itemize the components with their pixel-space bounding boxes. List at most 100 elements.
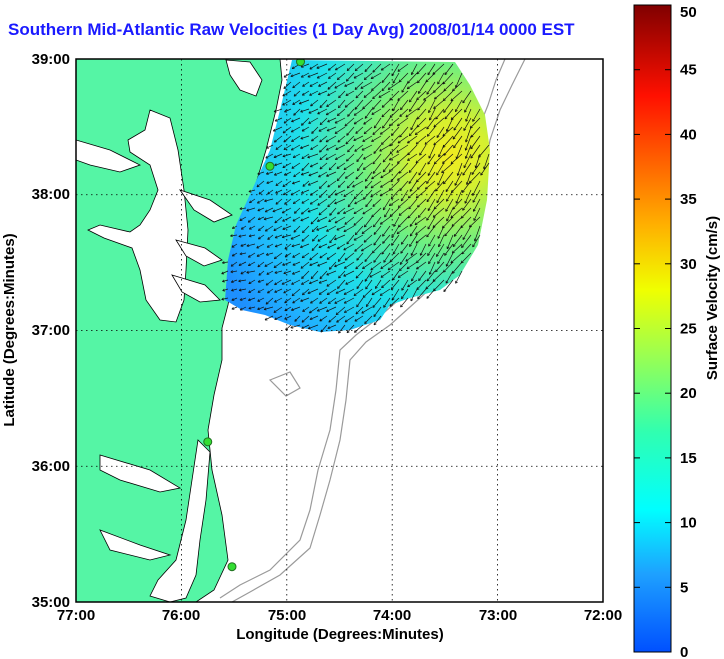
velocity-arrow-head [379, 148, 383, 152]
velocity-arrow [307, 207, 319, 213]
velocity-arrow-head [302, 230, 305, 234]
velocity-arrow [462, 225, 472, 240]
velocity-arrow-head [311, 238, 315, 242]
velocity-arrow [437, 72, 445, 85]
velocity-arrow-head [355, 275, 359, 279]
velocity-arrow [427, 63, 436, 76]
velocity-arrow-head [283, 120, 287, 124]
velocity-arrow-head [318, 194, 322, 198]
velocity-arrow-head [389, 151, 393, 155]
velocity-arrow [334, 216, 346, 224]
y-tick: 39:00 [32, 51, 70, 68]
velocity-arrow [266, 171, 274, 175]
velocity-arrow [301, 189, 310, 194]
velocity-arrow [241, 225, 247, 230]
velocity-arrow [371, 135, 382, 142]
velocity-arrow [444, 63, 454, 75]
colorbar-tick-label: 45 [680, 62, 697, 79]
colorbar-tick-label: 25 [680, 321, 697, 338]
velocity-arrow [416, 279, 427, 290]
velocity-arrow [301, 153, 310, 159]
velocity-arrow-head [335, 291, 339, 294]
velocity-arrow-head [249, 200, 252, 204]
velocity-arrow-head [231, 306, 235, 310]
velocity-arrow [408, 162, 418, 173]
velocity-arrow-head [248, 298, 251, 302]
velocity-arrow [379, 144, 391, 152]
velocity-arrow-head [364, 185, 368, 189]
velocity-arrow-head [462, 207, 465, 211]
velocity-arrow-head [264, 264, 268, 267]
velocity-arrow [409, 225, 418, 237]
velocity-arrow-head [283, 139, 287, 143]
velocity-arrow-head [398, 170, 402, 174]
velocity-arrow [311, 126, 319, 134]
velocity-arrow [357, 162, 364, 172]
velocity-arrow-head [437, 81, 440, 85]
velocity-arrow-head [364, 278, 368, 282]
velocity-arrow [355, 90, 364, 99]
velocity-arrow [372, 153, 382, 165]
velocity-arrow [424, 135, 436, 145]
velocity-arrow [362, 99, 373, 110]
x-tick: 77:00 [57, 607, 95, 624]
velocity-arrow-head [363, 131, 367, 135]
velocity-arrow [473, 207, 481, 221]
velocity-arrow [327, 243, 337, 249]
velocity-arrow-head [327, 119, 330, 123]
velocity-arrow-head [274, 220, 278, 224]
velocity-arrow-head [416, 266, 419, 270]
velocity-arrow [316, 63, 328, 69]
velocity-arrow-head [301, 191, 304, 194]
velocity-arrow [452, 198, 463, 210]
velocity-arrow-head [426, 199, 430, 203]
velocity-arrow-head [416, 116, 420, 120]
velocity-arrow [371, 108, 382, 115]
velocity-arrow [301, 324, 310, 329]
velocity-arrow [407, 135, 418, 144]
velocity-arrow [337, 243, 346, 250]
velocity-arrow [284, 315, 292, 320]
velocity-arrow [354, 198, 364, 205]
velocity-arrow [445, 180, 454, 192]
velocity-arrow-head [326, 174, 329, 177]
velocity-arrow-head [415, 195, 419, 199]
velocity-arrow-head [365, 204, 369, 208]
radar-station-marker [203, 437, 213, 447]
velocity-arrow [329, 261, 337, 270]
velocity-arrow-head [409, 223, 413, 227]
velocity-arrow-head [265, 252, 269, 256]
velocity-arrow-head [399, 134, 403, 138]
velocity-arrow [336, 315, 346, 323]
velocity-arrow-head [238, 279, 241, 283]
velocity-arrow-head [317, 219, 320, 222]
velocity-arrow-head [326, 104, 330, 108]
velocity-arrow-head [470, 146, 474, 150]
velocity-arrow-head [281, 210, 285, 214]
velocity-arrow [319, 252, 328, 259]
velocity-arrow [408, 171, 418, 184]
velocity-arrow-head [408, 109, 412, 112]
velocity-arrow-head [337, 184, 341, 188]
velocity-arrow [319, 99, 328, 108]
velocity-arrow [371, 288, 382, 296]
velocity-arrow [410, 243, 418, 256]
velocity-arrow-head [353, 75, 357, 79]
velocity-arrow-head [292, 218, 296, 222]
velocity-arrow-head [222, 261, 225, 265]
velocity-arrow-head [407, 215, 411, 219]
velocity-arrow [248, 288, 256, 293]
velocity-arrow-head [361, 310, 365, 314]
velocity-arrow-head [257, 264, 261, 268]
velocity-arrow-head [397, 68, 401, 72]
velocity-arrow [290, 189, 301, 196]
velocity-arrow-head [293, 210, 297, 214]
velocity-arrow [257, 306, 265, 310]
velocity-arrow [353, 207, 364, 215]
velocity-arrow-head [316, 66, 320, 69]
velocity-arrow [292, 261, 301, 266]
velocity-arrow [301, 198, 310, 204]
velocity-arrow-head [397, 275, 401, 278]
velocity-arrow-head [472, 199, 476, 203]
velocity-arrow [405, 252, 418, 262]
